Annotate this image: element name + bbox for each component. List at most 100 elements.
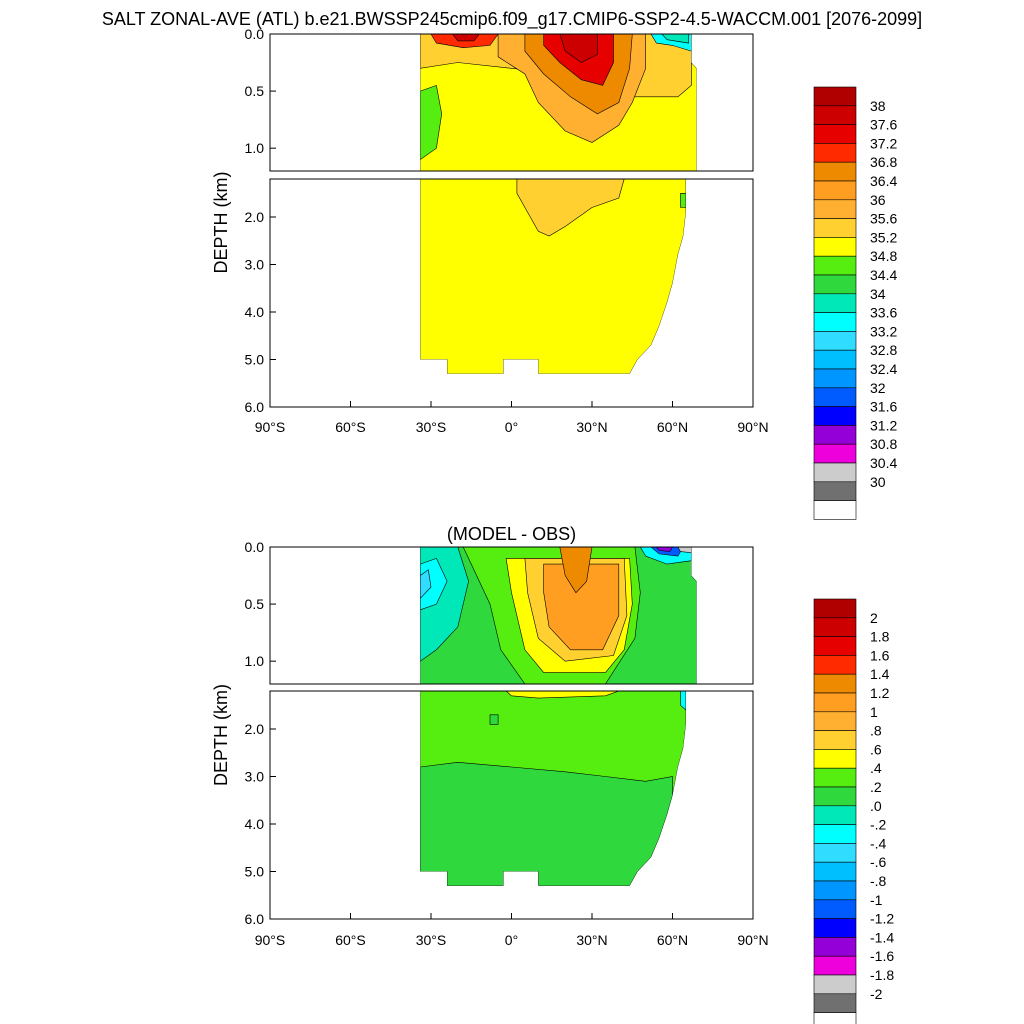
- colorbar-box: [813, 711, 857, 731]
- colorbar-box: [813, 918, 857, 938]
- colorbar-box: [813, 500, 857, 520]
- colorbar-label: 33.2: [870, 323, 897, 339]
- y-tick-label: 3.0: [245, 257, 265, 273]
- colorbar-box: [813, 767, 857, 788]
- upper-field: [420, 34, 697, 171]
- contour-region: [655, 547, 674, 552]
- colorbar-box: [813, 655, 857, 675]
- colorbar-box: [813, 406, 857, 426]
- colorbar: 38 37.6 37.2 36.8 36.4 36 35.6 35.2 34.8 34.4 34 33…: [813, 86, 897, 520]
- colorbar-label: 34.4: [870, 267, 897, 283]
- x-tick-label: 0°: [505, 419, 518, 435]
- y-tick-label: 0.0: [245, 539, 265, 555]
- colorbar-box: [813, 462, 857, 483]
- colorbar-box: [813, 955, 857, 976]
- colorbar-label: 1: [870, 704, 878, 720]
- colorbar-box: [813, 425, 857, 445]
- y-tick-label: 0.5: [245, 596, 265, 612]
- contour-region: [420, 85, 443, 161]
- colorbar-label: 30.8: [870, 436, 897, 452]
- colorbar-box: [813, 805, 857, 825]
- colorbar-box: [813, 180, 857, 201]
- colorbar-box: [813, 673, 857, 694]
- colorbar-box: [813, 387, 857, 407]
- contour-region: [420, 179, 686, 374]
- colorbar-label: 35.2: [870, 229, 897, 245]
- colorbar-label: 38: [870, 98, 886, 114]
- colorbar-label: 33.6: [870, 305, 897, 321]
- y-tick-label: 1.0: [245, 140, 265, 156]
- colorbar-box: [813, 1012, 857, 1024]
- colorbar-box: [813, 993, 857, 1013]
- colorbar-box: [813, 899, 857, 919]
- x-tick-label: 60°S: [335, 932, 366, 948]
- colorbar-box: [813, 786, 857, 807]
- colorbar-box: [813, 161, 857, 182]
- colorbar-box: [813, 692, 857, 713]
- panel-subtitle: (MODEL - OBS): [447, 524, 576, 544]
- y-tick-label: 2.0: [245, 209, 265, 225]
- contour-region: [677, 547, 692, 554]
- colorbar-label: -.4: [870, 835, 887, 851]
- contour-region: [420, 761, 673, 886]
- colorbar-box: [813, 368, 857, 389]
- colorbar-box: [813, 331, 857, 351]
- y-tick-label: 5.0: [245, 352, 265, 368]
- y-axis-label: DEPTH (km): [211, 172, 231, 274]
- colorbar-box: [813, 293, 857, 313]
- contour-region: [661, 34, 689, 44]
- y-tick-label: 2.0: [245, 721, 265, 737]
- colorbar-box: [813, 730, 857, 750]
- colorbar-box: [813, 86, 857, 107]
- colorbar-label: -.8: [870, 873, 887, 889]
- colorbar-label: -1.4: [870, 929, 894, 945]
- colorbar-box: [813, 880, 857, 901]
- contour-region: [516, 179, 625, 237]
- contour-region: [559, 547, 593, 594]
- colorbar-box: [813, 974, 857, 995]
- x-tick-label: 0°: [505, 932, 518, 948]
- colorbar-box: [813, 443, 857, 464]
- panel-2: 0.00.51.02.03.04.05.06.090°S 60°S 30°S 0° 30…: [211, 524, 894, 1024]
- colorbar-label: -1.6: [870, 948, 894, 964]
- upper-frame: [269, 33, 754, 172]
- colorbar-label: 30.4: [870, 455, 897, 471]
- y-axis-label: DEPTH (km): [211, 684, 231, 786]
- colorbar: 21.81.61.41.21.8.6.4.2.0-.2-.4-.6-.8-1-1…: [813, 598, 894, 1024]
- y-tick-label: 0.0: [245, 26, 265, 42]
- y-tick-label: 0.5: [245, 83, 265, 99]
- colorbar-label: .8: [870, 723, 882, 739]
- colorbar-box: [813, 199, 857, 219]
- colorbar-box: [813, 843, 857, 863]
- colorbar-label: 36.4: [870, 173, 897, 189]
- contour-region: [543, 563, 620, 651]
- contour-region: [451, 34, 480, 42]
- colorbar-label: -1.2: [870, 911, 894, 927]
- y-tick-label: 5.0: [245, 864, 265, 880]
- panel-1: 0.0 0.5 1.0 2.0 3.0 4.0 5.0 6.0 90°S 60°S 30°S 0° 30…: [211, 26, 897, 520]
- colorbar-label: 32: [870, 380, 886, 396]
- upper-frame: [269, 546, 754, 685]
- x-tick-label: 60°N: [657, 419, 688, 435]
- colorbar-label: 34.8: [870, 248, 897, 264]
- x-tick-label: 60°S: [335, 419, 366, 435]
- colorbar-label: .0: [870, 798, 882, 814]
- colorbar-label: 31.6: [870, 399, 897, 415]
- colorbar-box: [813, 481, 857, 501]
- colorbar-box: [813, 937, 857, 957]
- colorbar-label: 30: [870, 474, 886, 490]
- colorbar-label: -.6: [870, 854, 887, 870]
- colorbar-box: [813, 274, 857, 295]
- x-tick-label: 90°S: [255, 932, 286, 948]
- colorbar-label: 36.8: [870, 154, 897, 170]
- colorbar-label: 34: [870, 286, 886, 302]
- colorbar-label: 1.6: [870, 647, 890, 663]
- colorbar-label: -2: [870, 986, 883, 1002]
- x-tick-label: 30°N: [576, 419, 607, 435]
- x-tick-label: 30°S: [416, 419, 447, 435]
- y-tick-label: 4.0: [245, 304, 265, 320]
- colorbar-box: [813, 124, 857, 144]
- lower-field: [420, 691, 686, 886]
- colorbar-box: [813, 143, 857, 163]
- y-tick-label: 6.0: [245, 911, 265, 927]
